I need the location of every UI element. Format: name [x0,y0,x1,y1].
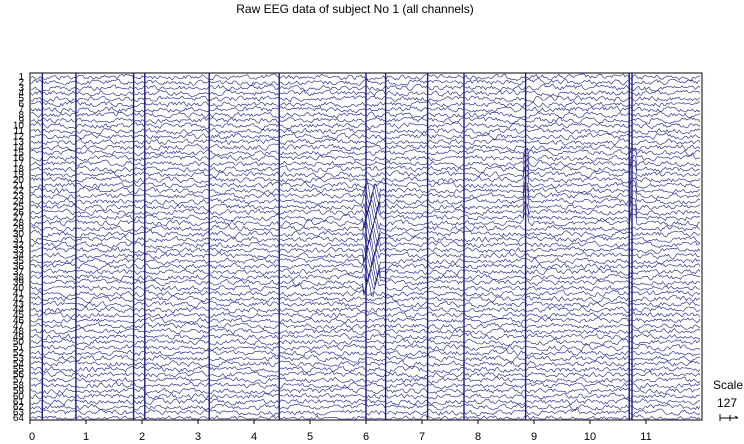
channel-label: 44 [13,305,25,316]
channel-label: 61 [13,397,25,408]
x-tick-label: 10 [584,431,596,443]
channel-label: 1 [18,72,24,83]
event-lines [41,73,633,420]
channel-labels: 1234567891011121314151617181920212223242… [13,72,25,424]
channel-label: 3 [18,83,24,94]
channel-label: 40 [13,283,25,294]
channel-label: 41 [13,289,25,300]
x-tick-label: 0 [29,431,35,443]
channel-label: 17 [13,159,25,170]
channel-label: 47 [13,321,25,332]
channel-label: 35 [13,256,25,267]
channel-label: 14 [13,142,25,153]
channel-label: 59 [13,386,25,397]
channel-label: 9 [18,115,24,126]
channel-label: 20 [13,175,25,186]
channel-label: 53 [13,353,25,364]
channel-label: 5 [18,94,24,105]
chart-title: Raw EEG data of subject No 1 (all channe… [236,2,473,16]
channel-label: 4 [18,88,24,99]
channel-label: 15 [13,148,25,159]
channel-label: 54 [13,359,25,370]
channel-label: 51 [13,343,25,354]
channel-label: 39 [13,278,25,289]
channel-label: 25 [13,202,25,213]
channel-label: 21 [13,180,25,191]
channel-label: 38 [13,272,25,283]
x-tick-label: 9 [531,431,537,443]
channel-label: 43 [13,299,25,310]
channel-label: 48 [13,326,25,337]
channel-label: 18 [13,164,25,175]
x-tick-label: 2 [139,431,145,443]
x-tick-label: 11 [640,431,651,443]
channel-label: 58 [13,381,25,392]
channel-label: 62 [13,402,25,413]
x-tick-label: 5 [307,431,313,443]
channel-label: 37 [13,267,25,278]
x-tick-label: 4 [251,431,257,443]
channel-label: 26 [13,207,25,218]
channel-label: 29 [13,224,25,235]
channel-label: 63 [13,408,25,419]
channel-label: 36 [13,261,25,272]
channel-label: 12 [13,132,25,143]
channel-label: 52 [13,348,25,359]
channel-label: 45 [13,310,25,321]
channel-label: 2 [18,77,24,88]
channel-label: 60 [13,391,25,402]
channel-label: 13 [13,137,25,148]
channel-label: 55 [13,364,25,375]
channel-label: 34 [13,251,25,262]
channel-label: 10 [13,121,25,132]
channel-label: 8 [18,110,24,121]
x-axis-ticks: 0 1 2 3 4 5 6 7 8 9 10 11 [29,420,652,443]
x-tick-label: 3 [195,431,201,443]
scale-bar [719,414,739,421]
x-tick-label: 6 [363,431,369,443]
x-tick-label: 8 [475,431,481,443]
scale-label: Scale [713,378,743,392]
channel-label: 11 [14,126,25,137]
channel-label: 24 [13,196,25,207]
x-tick-label: 1 [83,431,89,443]
scale-value: 127 [717,396,737,410]
channel-label: 64 [13,413,25,424]
channel-label: 30 [13,229,25,240]
channel-label: 56 [13,370,25,381]
channel-label: 23 [13,191,25,202]
channel-label: 32 [13,240,25,251]
channel-label: 42 [13,294,25,305]
channel-label: 22 [13,186,25,197]
x-tick-label: 7 [419,431,425,443]
channel-label: 28 [13,218,25,229]
channel-label: 46 [13,316,25,327]
channel-label: 16 [13,153,25,164]
channel-label: 50 [13,337,25,348]
channel-label: 49 [13,332,25,343]
channel-label: 7 [18,104,24,115]
channel-label: 31 [13,234,25,245]
channel-label: 33 [13,245,25,256]
channel-label: 19 [13,169,25,180]
channel-label: 27 [13,213,25,224]
channel-label: 57 [13,375,25,386]
channel-label: 6 [18,99,24,110]
